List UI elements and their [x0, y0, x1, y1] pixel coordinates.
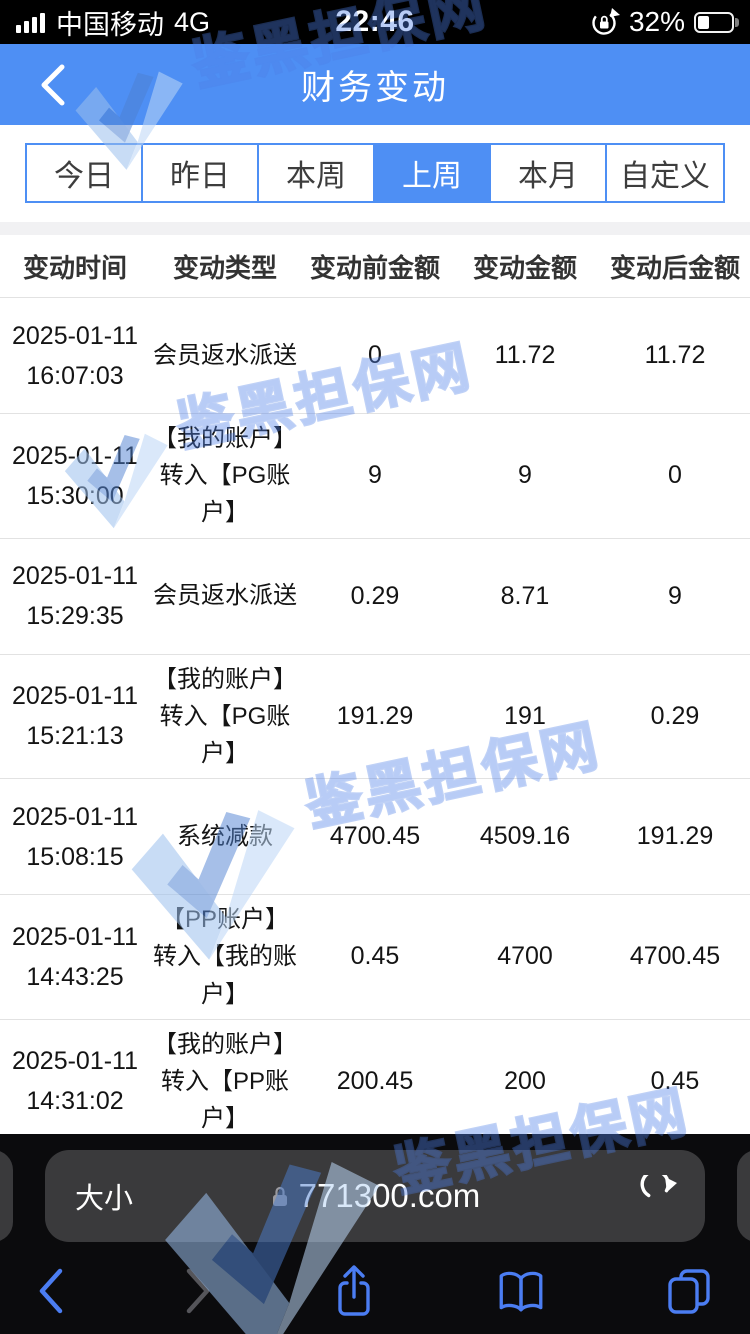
reload-icon[interactable] — [639, 1169, 681, 1217]
browser-nav-icons — [0, 1262, 750, 1320]
table-row: 2025-01-11 15:08:15 系统减款 4700.45 4509.16 191.… — [0, 779, 750, 896]
table-row: 2025-01-11 15:21:13 【我的账户】转入【PG账户】 191.29 19… — [0, 654, 750, 780]
table-row: 2025-01-11 16:07:03 会员返水派送 0 11.72 11.72 — [0, 298, 750, 414]
filter-tab-2[interactable]: 昨日 — [143, 145, 259, 201]
cell-change-type: 系统减款 — [177, 823, 273, 851]
browser-back-icon[interactable] — [36, 1265, 66, 1317]
table-header-row: 变动时间 变动类型 变动前金额 变动金额 变动后金额 — [0, 235, 750, 298]
cell-amount-before: 9 — [368, 461, 382, 490]
cell-change-type: 【PP账户】转入【我的账户】 — [153, 906, 297, 1008]
network-label: 4G — [174, 6, 211, 37]
back-icon[interactable] — [40, 63, 66, 107]
cell-change-type: 【我的账户】转入【PP账户】 — [153, 1030, 297, 1133]
cell-change-time: 2025-01-11 14:31:02 — [11, 1047, 139, 1116]
cell-change-time: 2025-01-11 15:08:15 — [11, 802, 139, 871]
column-header: 变动金额 — [472, 252, 577, 283]
page-title: 财务变动 — [301, 69, 449, 107]
cell-amount-before: 0.45 — [350, 942, 400, 971]
cell-amount-after: 191.29 — [636, 822, 714, 851]
table-row: 2025-01-11 14:43:25 【PP账户】转入【我的账户】 0.45 4700… — [0, 895, 750, 1020]
cell-amount-before: 0.29 — [350, 581, 400, 610]
previous-tab-edge[interactable] — [0, 1150, 13, 1242]
column-header: 变动类型 — [172, 252, 277, 283]
column-header: 变动时间 — [22, 252, 127, 283]
tabs-icon[interactable] — [664, 1266, 714, 1316]
cell-change-type: 【我的账户】转入【PG账户】 — [153, 425, 297, 527]
cell-amount-change: 9 — [518, 461, 532, 490]
cell-change-time: 2025-01-11 15:30:00 — [11, 441, 139, 510]
address-bar[interactable]: 大小 771300.com — [45, 1150, 705, 1242]
filter-tab-4[interactable]: 上周 — [375, 145, 491, 201]
address-bar-row: 大小 771300.com — [0, 1150, 750, 1242]
cell-amount-change: 200 — [504, 1066, 546, 1095]
filter-tab-1[interactable]: 今日 — [27, 145, 143, 201]
transactions-table: 变动时间 变动类型 变动前金额 变动金额 变动后金额 2025-01-11 16:07:0… — [0, 235, 750, 1145]
table-body: 2025-01-11 16:07:03 会员返水派送 0 11.72 11.72 2025-… — [0, 298, 750, 1145]
cell-amount-change: 4509.16 — [479, 822, 571, 851]
url-group: 771300.com — [270, 1177, 481, 1215]
cell-change-type: 会员返水派送 — [153, 582, 297, 610]
cell-amount-after: 0.45 — [650, 1066, 700, 1095]
cell-change-type: 【我的账户】转入【PG账户】 — [153, 665, 297, 767]
date-filter-tabs: 今日 昨日 本周 上周 本月 自定义 — [25, 143, 725, 203]
page-header: 财务变动 — [0, 44, 750, 125]
bookmarks-icon[interactable] — [495, 1267, 547, 1315]
cell-amount-after: 11.72 — [644, 341, 706, 369]
cell-amount-change: 4700 — [497, 942, 553, 971]
cell-change-time: 2025-01-11 14:43:25 — [11, 922, 139, 991]
cell-change-time: 2025-01-11 15:29:35 — [11, 562, 139, 631]
cell-change-type: 会员返水派送 — [153, 341, 297, 369]
cell-amount-change: 11.72 — [494, 341, 556, 369]
section-divider — [0, 222, 750, 235]
cell-change-time: 2025-01-11 15:21:13 — [11, 682, 139, 751]
column-header: 变动前金额 — [309, 252, 440, 283]
cell-amount-before: 200.45 — [336, 1066, 414, 1095]
filter-tab-5[interactable]: 本月 — [491, 145, 607, 201]
status-left-group: 中国移动 4G — [16, 3, 210, 42]
battery-icon — [694, 11, 739, 33]
filter-tab-6[interactable]: 自定义 — [620, 160, 710, 193]
url-text: 771300.com — [298, 1177, 481, 1214]
rotation-lock-icon — [592, 8, 620, 35]
cell-amount-after: 0 — [668, 461, 682, 490]
cell-change-time: 2025-01-11 16:07:03 — [11, 321, 139, 390]
table-row: 2025-01-11 14:31:02 【我的账户】转入【PP账户】 200.45 20… — [0, 1019, 750, 1145]
status-bar: 中国移动 4G 22:46 32% — [0, 0, 750, 44]
browser-toolbar: 大小 771300.com — [0, 1134, 750, 1334]
cell-amount-before: 0 — [368, 341, 382, 369]
filter-tab-3[interactable]: 本周 — [259, 145, 375, 201]
lock-icon — [272, 1186, 287, 1206]
cell-amount-before: 4700.45 — [329, 822, 421, 851]
battery-percent: 32% — [628, 6, 685, 37]
table-row: 2025-01-11 15:29:35 会员返水派送 0.29 8.71 9 — [0, 538, 750, 655]
cell-amount-after: 9 — [668, 581, 682, 610]
cell-amount-change: 8.71 — [500, 581, 550, 610]
next-tab-edge[interactable] — [737, 1150, 750, 1242]
table-row: 2025-01-11 15:30:00 【我的账户】转入【PG账户】 9 9 0 — [0, 414, 750, 539]
text-size-button[interactable]: 大小 — [75, 1183, 134, 1215]
share-icon[interactable] — [330, 1262, 378, 1320]
cell-amount-after: 4700.45 — [629, 942, 721, 971]
status-right-group: 32% — [590, 6, 739, 38]
cell-signal-icon — [16, 12, 45, 33]
browser-forward-icon[interactable] — [183, 1265, 213, 1317]
cell-amount-after: 0.29 — [650, 701, 700, 730]
status-time: 22:46 — [335, 5, 415, 38]
cell-amount-before: 191.29 — [336, 701, 414, 730]
carrier-label: 中国移动 — [56, 9, 164, 40]
column-header: 变动后金额 — [609, 252, 740, 283]
cell-amount-change: 191 — [504, 701, 546, 730]
